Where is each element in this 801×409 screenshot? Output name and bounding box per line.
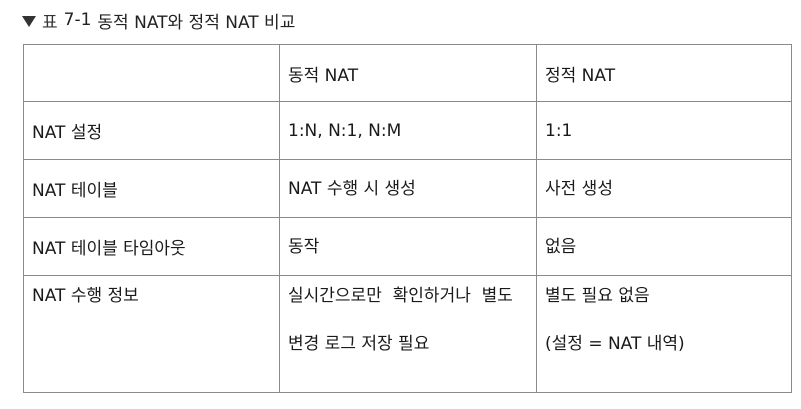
row-label: NAT 테이블 타임아웃 xyxy=(23,217,280,276)
caption-title: 동적 NAT와 정적 NAT 비교 xyxy=(97,12,296,33)
caption-number: 7-1 xyxy=(63,10,92,30)
table-caption: 표 7-1 동적 NAT와 정적 NAT 비교 xyxy=(22,9,296,33)
caption-prefix: 표 xyxy=(42,12,58,33)
table-row: NAT 테이블 타임아웃 동작 없음 xyxy=(23,217,792,276)
triangle-down-icon xyxy=(22,15,36,27)
table-row: NAT 설정 1:N, N:1, N:M 1:1 xyxy=(23,101,792,160)
table-row: NAT 테이블 NAT 수행 시 생성 사전 생성 xyxy=(23,159,792,218)
static-cell: 1:1 xyxy=(536,101,792,160)
table-row: NAT 수행 정보 실시간으로만 확인하거나 별도 변경 로그 저장 필요 별도… xyxy=(23,275,792,393)
row-label: NAT 수행 정보 xyxy=(23,275,280,393)
static-cell: 별도 필요 없음 (설정 = NAT 내역) xyxy=(536,275,792,393)
table-header-row: 동적 NAT 정적 NAT xyxy=(23,44,792,102)
header-static-nat: 정적 NAT xyxy=(536,44,792,102)
header-dynamic-nat: 동적 NAT xyxy=(279,44,537,102)
static-cell: 사전 생성 xyxy=(536,159,792,218)
dynamic-cell: 실시간으로만 확인하거나 별도 변경 로그 저장 필요 xyxy=(279,275,537,393)
dynamic-cell: 1:N, N:1, N:M xyxy=(279,101,537,160)
row-label: NAT 테이블 xyxy=(23,159,280,218)
static-cell: 없음 xyxy=(536,217,792,276)
header-empty-cell xyxy=(23,44,280,102)
comparison-table: 동적 NAT 정적 NAT NAT 설정 1:N, N:1, N:M 1:1 N… xyxy=(23,44,792,393)
dynamic-cell: 동작 xyxy=(279,217,537,276)
dynamic-cell: NAT 수행 시 생성 xyxy=(279,159,537,218)
row-label: NAT 설정 xyxy=(23,101,280,160)
